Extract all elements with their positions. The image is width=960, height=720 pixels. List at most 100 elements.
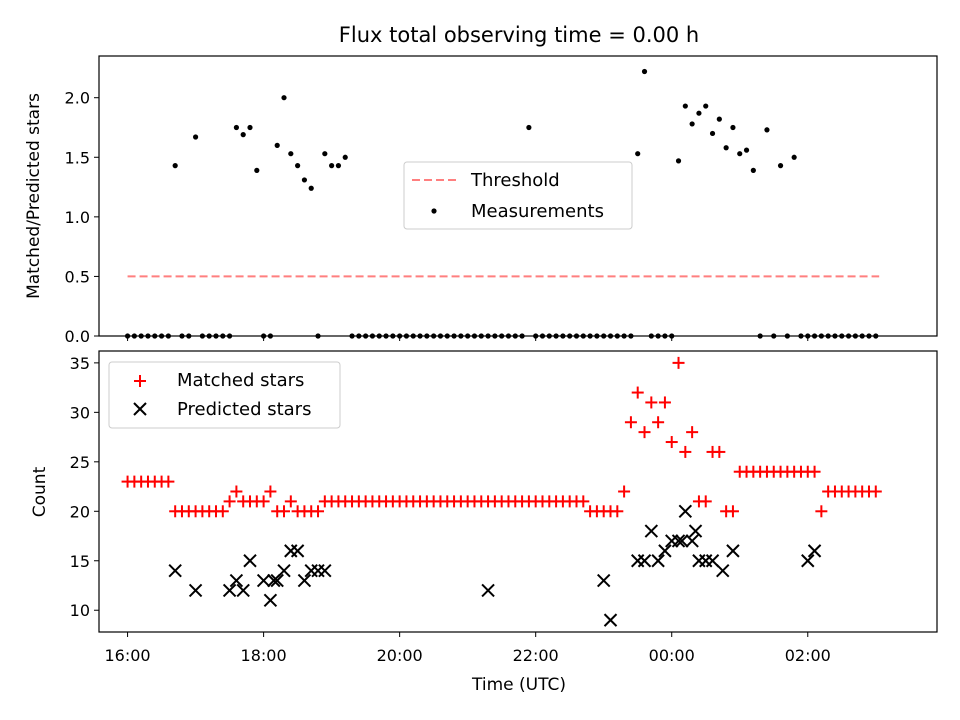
count-y-ticks: 10 15 20 25 30 35	[70, 354, 99, 620]
count-y-tick-label: 15	[70, 552, 90, 571]
measurement-point	[675, 158, 682, 164]
predicted-star-point	[481, 583, 495, 598]
measurement-point	[131, 333, 137, 339]
measurement-point	[777, 163, 784, 169]
predicted-star-point	[637, 554, 652, 568]
measurement-point	[852, 333, 858, 339]
measurement-point	[410, 333, 416, 339]
ratio-legend: Threshold Measurements	[403, 161, 633, 230]
measurement-point	[485, 333, 491, 339]
measurement-point	[845, 333, 852, 339]
matched-star-point	[223, 495, 236, 508]
predicted-star-point	[236, 583, 250, 598]
measurement-point	[750, 167, 756, 173]
matched-star-point	[631, 386, 644, 399]
predicted-star-point	[801, 554, 815, 568]
measurement-point	[295, 163, 301, 169]
measurement-point	[703, 103, 709, 109]
measurement-point	[397, 333, 403, 339]
predicted-star-point	[168, 563, 182, 578]
measurement-point	[641, 68, 648, 75]
measurement-point	[403, 333, 410, 339]
measurement-point	[124, 333, 131, 339]
predicted-star-point	[705, 554, 720, 568]
predicted-star-point	[658, 544, 672, 558]
matched-star-point	[658, 396, 671, 409]
measurement-point	[179, 333, 185, 339]
matched-star-point	[869, 485, 882, 498]
matched-stars-points	[121, 356, 882, 518]
matched-star-point	[713, 445, 726, 458]
predicted-star-point	[222, 583, 237, 598]
predicted-star-point	[675, 534, 689, 548]
measurement-point	[784, 333, 790, 339]
measurement-point	[825, 333, 831, 339]
measurement-point	[451, 333, 457, 339]
predicted-star-point	[267, 573, 281, 588]
ratio-legend-box	[403, 161, 633, 230]
measurement-point	[329, 163, 335, 169]
predicted-star-point	[671, 534, 686, 548]
count-legend-box	[108, 361, 341, 429]
ratio-y-tick-label: 2.0	[65, 89, 90, 108]
legend-threshold-label: Threshold	[470, 170, 560, 191]
count-y-tick-label: 20	[70, 502, 90, 521]
measurement-point	[444, 333, 450, 339]
measurement-point	[533, 333, 539, 339]
measurement-point	[505, 333, 512, 339]
measurement-point	[866, 333, 872, 339]
count-x-tick-label: 00:00	[649, 646, 695, 665]
measurement-point	[594, 333, 600, 339]
measurement-point	[526, 124, 532, 131]
matched-star-point	[278, 505, 291, 518]
measurement-point	[158, 333, 165, 339]
measurement-point	[152, 333, 158, 339]
predicted-star-point	[807, 544, 822, 558]
measurement-point	[607, 333, 614, 339]
predicted-star-point	[290, 544, 305, 558]
measurement-point	[567, 333, 573, 339]
measurement-point	[818, 333, 824, 339]
measurement-point	[220, 333, 226, 339]
matched-star-point	[726, 505, 739, 518]
count-y-tick-label: 10	[70, 601, 90, 620]
ratio-y-axis-label: Matched/Predicted stars	[24, 93, 44, 299]
measurement-point	[492, 333, 498, 339]
legend-matched-label: Matched stars	[177, 370, 304, 391]
predicted-star-point	[297, 573, 312, 588]
count-y-axis-label: Count	[30, 466, 50, 517]
measurement-point	[805, 333, 811, 339]
measurement-point	[301, 177, 308, 183]
predicted-star-point	[726, 544, 740, 558]
measurement-point	[349, 333, 355, 339]
measurement-point	[172, 163, 178, 169]
legend-matched-marker	[134, 375, 146, 387]
matched-star-point	[216, 505, 229, 518]
measurement-point	[499, 333, 505, 339]
measurement-point	[771, 333, 777, 339]
predicted-stars-points	[168, 504, 822, 627]
predicted-star-point	[685, 534, 699, 548]
measurement-point	[696, 110, 702, 116]
measurement-point	[322, 151, 328, 157]
count-y-tick-label: 25	[70, 453, 90, 472]
measurement-point	[138, 333, 144, 339]
matched-star-point	[679, 445, 692, 458]
measurement-point	[186, 333, 192, 339]
predicted-star-point	[263, 593, 278, 608]
measurement-point	[560, 333, 566, 339]
matched-star-point	[638, 426, 651, 439]
legend-measurements-label: Measurements	[471, 201, 604, 222]
measurement-point	[267, 333, 274, 339]
measurement-point	[519, 333, 525, 339]
measurement-point	[539, 333, 546, 339]
ratio-y-tick-label: 1.5	[65, 148, 90, 167]
measurement-point	[478, 333, 484, 339]
measurement-point	[743, 147, 750, 153]
ratio-y-ticks: 0.0 0.5 1.0 1.5 2.0	[65, 89, 99, 346]
measurement-point	[376, 333, 382, 339]
count-legend: Matched stars Predicted stars	[108, 361, 341, 429]
count-x-tick-label: 18:00	[241, 646, 287, 665]
measurement-point	[546, 333, 552, 339]
